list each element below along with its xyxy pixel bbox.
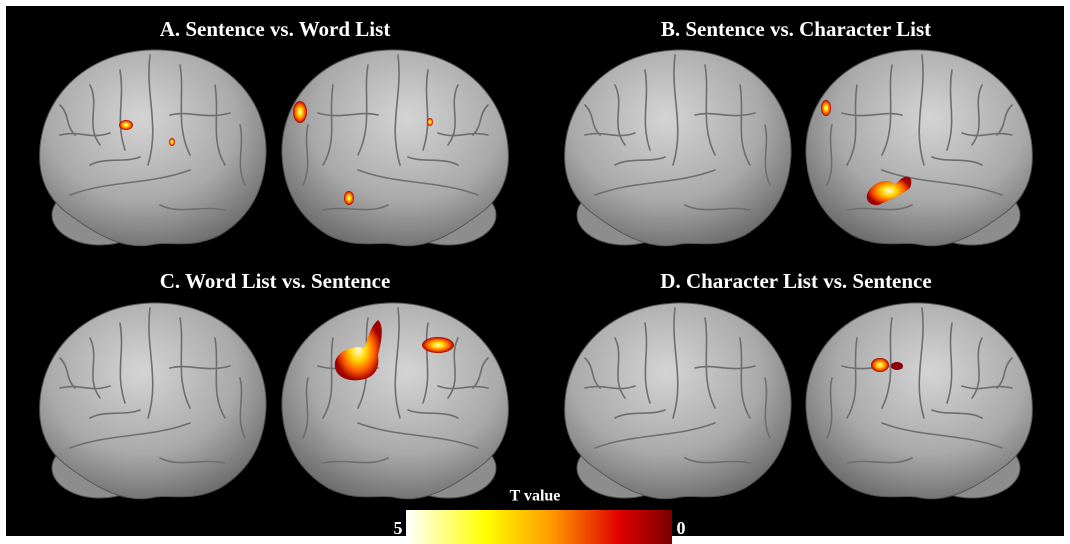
brain-left: [565, 50, 791, 246]
brain-left: [40, 303, 266, 499]
activation: [427, 118, 433, 126]
activation: [169, 138, 175, 146]
activation: [871, 358, 889, 372]
figure: A. Sentence vs. Word List B. Sentence vs…: [0, 0, 1070, 544]
page: {"panels": [ {"title": "A. Sentence vs. …: [0, 0, 1070, 544]
activation: [891, 362, 903, 370]
panel-title: B. Sentence vs. Character List: [661, 17, 931, 41]
panel-title: A. Sentence vs. Word List: [160, 17, 391, 41]
colorbar-title: T value: [510, 488, 561, 505]
activation: [422, 337, 454, 353]
activation: [344, 191, 354, 205]
brain-left: [40, 50, 266, 246]
panel-title: D. Character List vs. Sentence: [660, 269, 931, 293]
brain-right: [806, 50, 1032, 246]
brain-right: [282, 50, 508, 246]
panel-title: C. Word List vs. Sentence: [160, 269, 391, 293]
activation: [119, 120, 133, 130]
brain-right: [282, 303, 508, 499]
colorbar: [406, 510, 672, 544]
activation: [821, 100, 831, 116]
brain-left: [565, 303, 791, 499]
colorbar-tick-label: 0: [677, 518, 686, 538]
brain-right: [806, 303, 1032, 499]
activation: [293, 101, 307, 123]
colorbar-tick-label: 5: [394, 518, 403, 538]
